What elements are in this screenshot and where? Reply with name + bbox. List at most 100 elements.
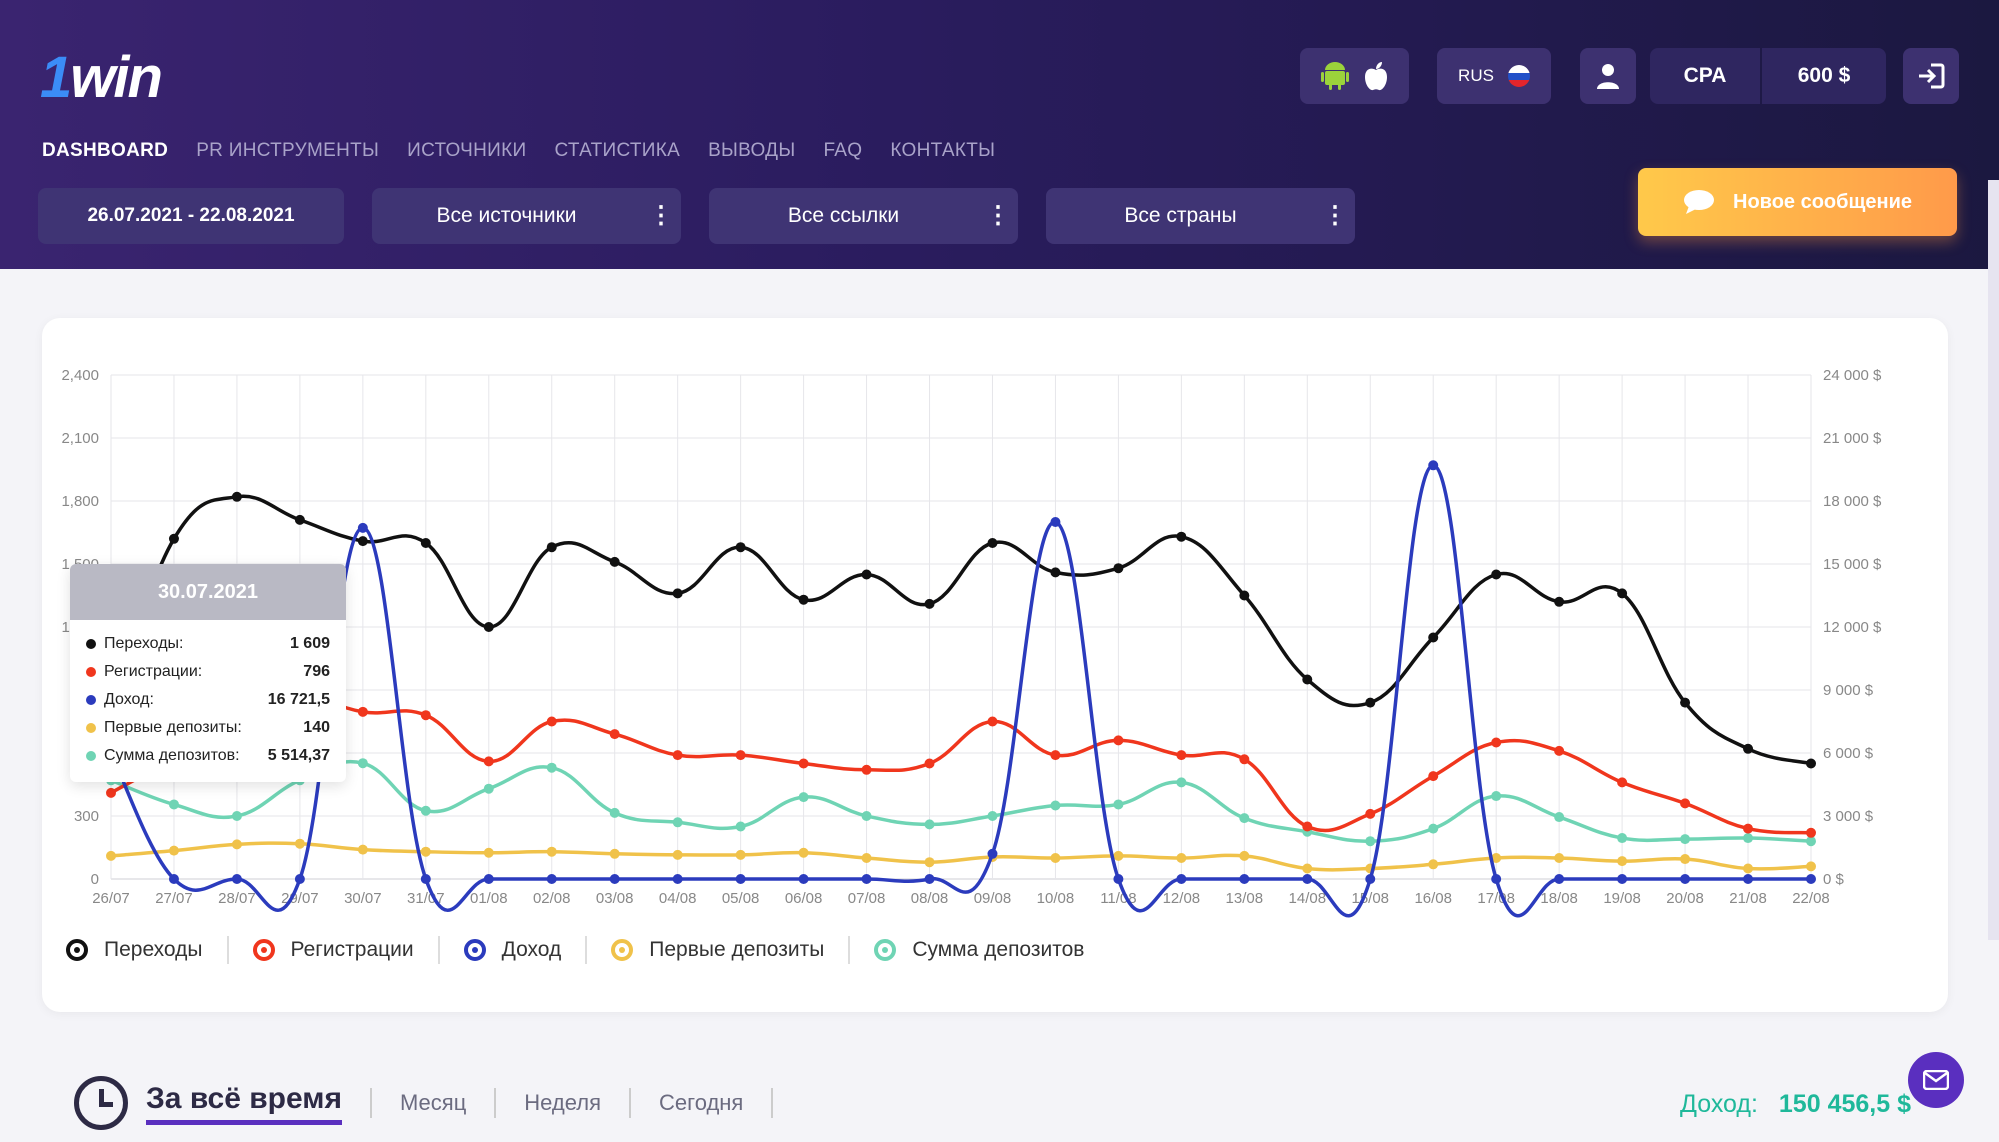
- data-point: [1050, 853, 1061, 863]
- legend-item-deposit-sum[interactable]: Сумма депозитов: [850, 938, 1108, 962]
- nav-pr-tools[interactable]: PR ИНСТРУМЕНТЫ: [196, 140, 380, 161]
- data-point: [1617, 856, 1628, 867]
- x-tick-label: 05/08: [722, 890, 760, 907]
- data-point: [798, 847, 809, 858]
- tooltip-row: Переходы: 1 609: [70, 630, 346, 658]
- data-point: [420, 805, 431, 816]
- sources-select[interactable]: Все источники ⋮: [372, 188, 681, 244]
- data-point: [1806, 874, 1816, 884]
- countries-select[interactable]: Все страны ⋮: [1046, 188, 1355, 244]
- period-week[interactable]: Неделя: [524, 1090, 602, 1115]
- data-point: [798, 874, 809, 884]
- logout-button[interactable]: [1903, 48, 1959, 104]
- period-today[interactable]: Сегодня: [659, 1090, 744, 1115]
- nav-sources[interactable]: ИСТОЧНИКИ: [407, 140, 527, 161]
- language-select[interactable]: RUS: [1437, 48, 1551, 104]
- profile-button[interactable]: [1580, 48, 1636, 104]
- more-vertical-icon: ⋮: [986, 202, 1010, 229]
- data-point: [1428, 771, 1439, 782]
- links-select[interactable]: Все ссылки ⋮: [709, 188, 1018, 244]
- nav-faq[interactable]: FAQ: [823, 140, 863, 161]
- x-tick-label: 03/08: [596, 890, 634, 907]
- x-tick-label: 12/08: [1163, 890, 1201, 907]
- data-point: [1617, 874, 1628, 884]
- nav-withdrawals[interactable]: ВЫВОДЫ: [708, 140, 796, 161]
- data-point: [735, 542, 746, 553]
- new-message-button[interactable]: Новое сообщение: [1638, 168, 1957, 236]
- y-right-tick-label: 21 000 $: [1823, 430, 1882, 447]
- data-point: [1113, 563, 1124, 574]
- header: 1win RUS CPA 600 $ DASHBOARD PR ИНСТРУМЕ…: [0, 0, 1999, 269]
- legend-item-first-deposits[interactable]: Первые депозиты: [587, 938, 848, 962]
- income-label: Доход:: [1680, 1090, 1758, 1118]
- support-chat-button[interactable]: [1908, 1052, 1964, 1108]
- data-point: [1365, 874, 1376, 884]
- y-left-tick-label: 300: [74, 808, 99, 825]
- platform-switch[interactable]: [1300, 48, 1409, 104]
- data-point: [1491, 853, 1502, 863]
- data-point: [483, 622, 494, 632]
- series-line-1: [110, 689, 1812, 835]
- data-point: [798, 594, 809, 605]
- data-point: [546, 762, 557, 773]
- data-point: [483, 783, 494, 794]
- nav-dashboard[interactable]: DASHBOARD: [42, 140, 169, 161]
- data-point: [1554, 874, 1565, 884]
- data-point: [1113, 735, 1124, 746]
- data-point: [357, 706, 368, 717]
- data-point: [987, 538, 998, 548]
- data-point: [1239, 754, 1250, 765]
- data-point: [1491, 874, 1502, 884]
- legend-item-registrations[interactable]: Регистрации: [229, 938, 438, 962]
- data-point: [861, 569, 872, 580]
- data-point: [1680, 834, 1691, 845]
- x-tick-label: 27/07: [155, 890, 193, 907]
- data-point: [1680, 697, 1691, 708]
- data-point: [672, 750, 683, 761]
- x-tick-label: 30/07: [344, 890, 382, 907]
- series-line-4: [110, 759, 1812, 843]
- mode-badge[interactable]: CPA: [1650, 48, 1760, 104]
- brand-logo[interactable]: 1win: [40, 45, 163, 110]
- legend-item-income[interactable]: Доход: [440, 938, 586, 962]
- data-point: [357, 758, 368, 769]
- chart-tooltip: 30.07.2021 Переходы: 1 609 Регистрации: 79…: [70, 564, 346, 782]
- data-point: [231, 839, 242, 850]
- data-point: [1743, 874, 1754, 884]
- x-tick-label: 08/08: [911, 890, 949, 907]
- nav-statistics[interactable]: СТАТИСТИКА: [554, 140, 681, 161]
- data-point: [1806, 861, 1816, 872]
- scrollbar[interactable]: [1988, 180, 1999, 940]
- x-tick-label: 15/08: [1351, 890, 1389, 907]
- data-point: [924, 758, 935, 769]
- tooltip-row: Доход: 16 721,5: [70, 686, 346, 714]
- y-left-tick-label: 1,800: [61, 493, 99, 510]
- data-point: [861, 811, 872, 821]
- new-message-label: Новое сообщение: [1733, 190, 1912, 213]
- data-point: [1302, 821, 1313, 832]
- data-point: [609, 874, 620, 884]
- data-point: [987, 848, 998, 859]
- x-tick-label: 22/08: [1792, 890, 1830, 907]
- legend-item-clicks[interactable]: Переходы: [42, 938, 227, 962]
- countries-label: Все страны: [1124, 204, 1237, 227]
- period-all-time[interactable]: За всё время: [146, 1082, 342, 1125]
- y-right-tick-label: 3 000 $: [1823, 808, 1874, 825]
- data-point: [1050, 800, 1061, 811]
- data-point: [1428, 859, 1439, 870]
- data-point: [420, 874, 431, 884]
- language-label: RUS: [1458, 66, 1494, 85]
- data-point: [798, 792, 809, 803]
- data-point: [357, 844, 368, 855]
- data-point: [1050, 567, 1061, 578]
- clock-icon: [74, 1076, 128, 1130]
- sources-label: Все источники: [436, 204, 577, 227]
- date-range-picker[interactable]: 26.07.2021 - 22.08.2021: [38, 188, 344, 244]
- data-point: [1743, 823, 1754, 834]
- data-point: [1113, 850, 1124, 861]
- period-month[interactable]: Месяц: [399, 1090, 467, 1115]
- main-nav: DASHBOARD PR ИНСТРУМЕНТЫ ИСТОЧНИКИ СТАТИ…: [42, 140, 995, 162]
- balance-display: 600 $: [1762, 48, 1886, 104]
- data-point: [1617, 777, 1628, 788]
- nav-contacts[interactable]: КОНТАКТЫ: [890, 140, 996, 161]
